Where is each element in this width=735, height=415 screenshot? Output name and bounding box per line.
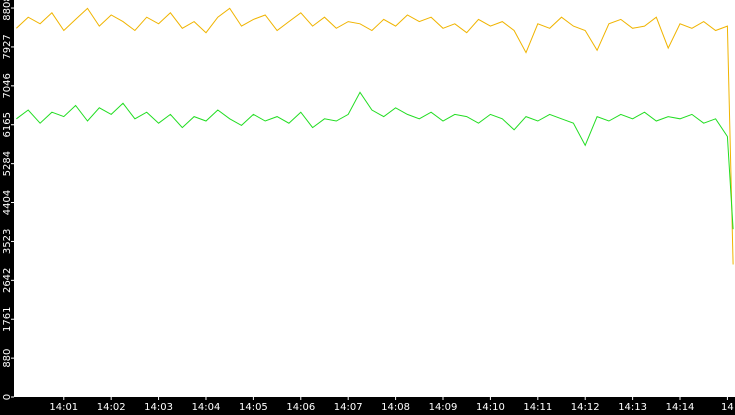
x-tick-label: 14:05 xyxy=(239,402,268,413)
y-tick-label: 5284 xyxy=(2,151,13,176)
y-tick-label: 1761 xyxy=(2,307,13,332)
x-tick-label: 14:07 xyxy=(334,402,363,413)
y-tick-label: 8808 xyxy=(2,0,13,21)
y-tick-label: 7046 xyxy=(2,73,13,98)
x-tick-label: 14:14 xyxy=(666,402,695,413)
x-tick-label: 14:02 xyxy=(97,402,126,413)
x-tick-label: 14:01 xyxy=(49,402,78,413)
y-axis-strip xyxy=(0,0,14,415)
x-tick-label: 14:04 xyxy=(192,402,221,413)
x-tick-label: 14 xyxy=(721,402,734,413)
y-tick-label: 2642 xyxy=(2,268,13,293)
x-tick-label: 14:03 xyxy=(144,402,173,413)
y-tick-label: 6165 xyxy=(2,112,13,137)
x-tick-label: 14:11 xyxy=(523,402,552,413)
x-axis-strip xyxy=(0,397,735,415)
y-tick-label: 7927 xyxy=(2,34,13,59)
series-line xyxy=(16,7,734,265)
x-tick-label: 14:09 xyxy=(429,402,458,413)
y-tick-label: 880 xyxy=(2,349,13,368)
x-tick-label: 14:12 xyxy=(571,402,600,413)
y-tick-label: 4404 xyxy=(2,190,13,215)
x-tick-label: 14:08 xyxy=(381,402,410,413)
series-line xyxy=(16,91,734,230)
x-tick-label: 14:06 xyxy=(286,402,315,413)
x-tick-label: 14:10 xyxy=(476,402,505,413)
x-tick-label: 14:13 xyxy=(618,402,647,413)
y-tick-label: 3523 xyxy=(2,229,13,254)
y-tick-label: 0 xyxy=(2,394,13,400)
